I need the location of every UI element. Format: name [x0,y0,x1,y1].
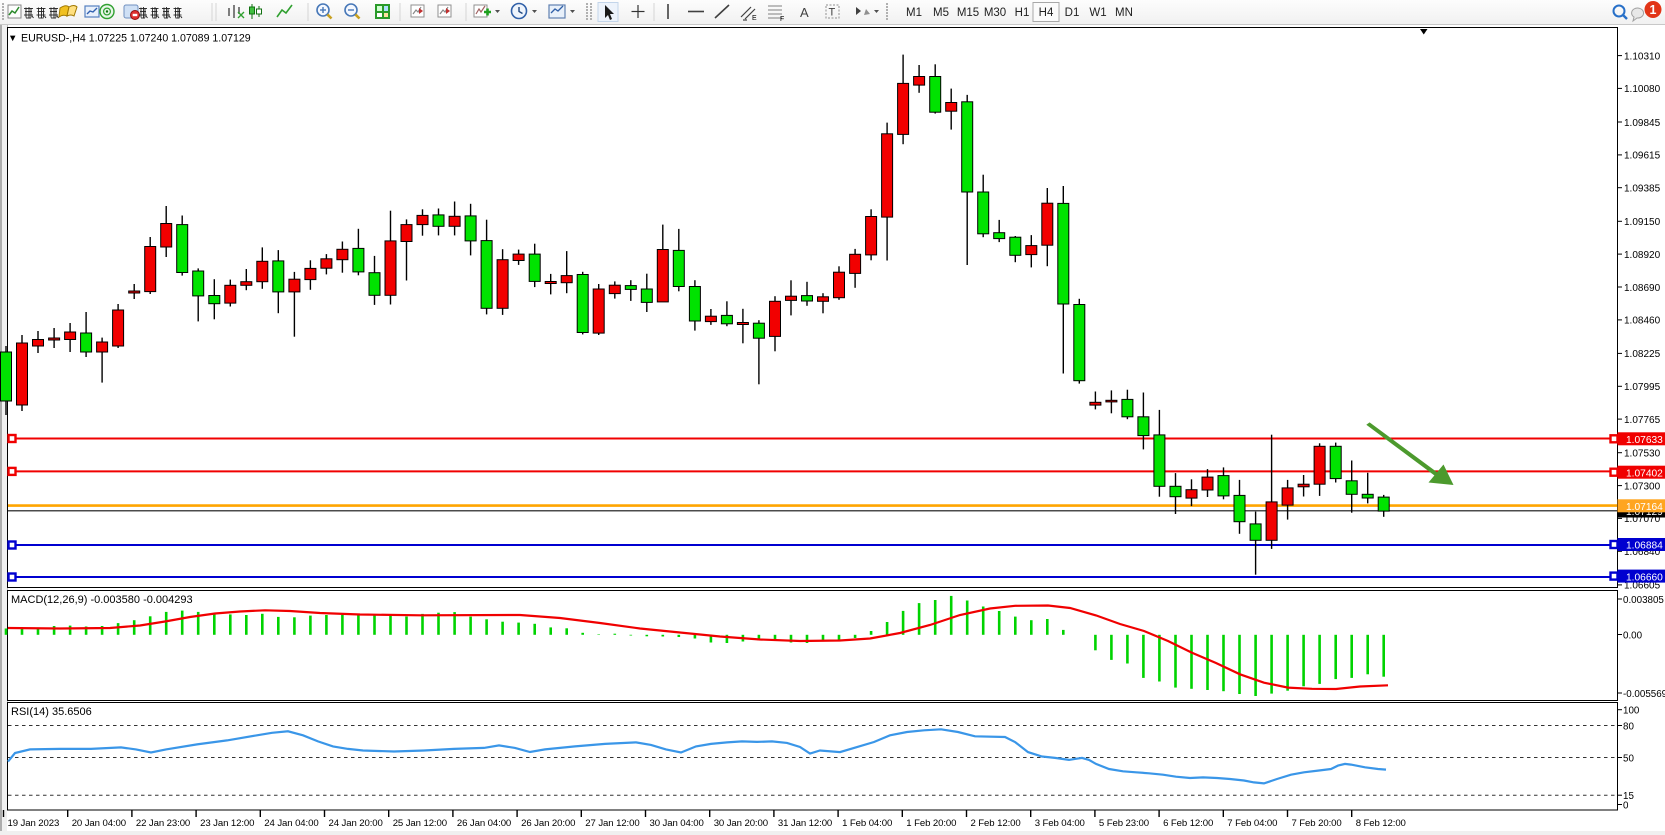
svg-text:1: 1 [1650,3,1657,17]
svg-text:MN: MN [1115,7,1133,19]
svg-text:1.07402: 1.07402 [1626,468,1663,479]
svg-text:M5: M5 [933,7,949,19]
svg-text:1.08920: 1.08920 [1624,250,1661,261]
svg-text:3 Feb 04:00: 3 Feb 04:00 [1035,818,1085,829]
svg-text:F: F [780,16,784,23]
svg-text:1.09385: 1.09385 [1624,184,1661,195]
svg-text:1.07164: 1.07164 [1626,502,1663,513]
svg-text:26 Jan 20:00: 26 Jan 20:00 [521,818,575,829]
svg-text:M30: M30 [984,7,1006,19]
svg-text:1.08225: 1.08225 [1624,349,1661,360]
svg-text:22 Jan 23:00: 22 Jan 23:00 [136,818,190,829]
svg-text:24 Jan 20:00: 24 Jan 20:00 [329,818,383,829]
svg-text:MACD(12,26,9) -0.003580 -0.004: MACD(12,26,9) -0.003580 -0.004293 [11,594,193,606]
svg-text:EURUSD-,H4 1.07225 1.07240 1.: EURUSD-,H4 1.07225 1.07240 1.07089 1.071… [21,33,251,45]
svg-text:M15: M15 [957,7,979,19]
svg-text:80: 80 [1623,721,1634,732]
svg-text:M1: M1 [906,7,922,19]
svg-text:A: A [800,5,809,20]
svg-text:8 Feb 12:00: 8 Feb 12:00 [1356,818,1406,829]
svg-text:6 Feb 12:00: 6 Feb 12:00 [1163,818,1213,829]
svg-text:26 Jan 04:00: 26 Jan 04:00 [457,818,511,829]
svg-text:1.07070: 1.07070 [1624,514,1661,525]
svg-text:1.07765: 1.07765 [1624,415,1661,426]
svg-text:1 Feb 04:00: 1 Feb 04:00 [842,818,892,829]
svg-text:E: E [752,15,757,22]
svg-text:1.08460: 1.08460 [1624,316,1661,327]
svg-text:19 Jan 2023: 19 Jan 2023 [8,818,60,829]
svg-text:1.08690: 1.08690 [1624,283,1661,294]
svg-text:1.10080: 1.10080 [1624,84,1661,95]
svg-text:1.10310: 1.10310 [1624,51,1661,62]
svg-text:T: T [829,7,836,19]
svg-text:5 Feb 23:00: 5 Feb 23:00 [1099,818,1149,829]
svg-text:1 Feb 20:00: 1 Feb 20:00 [906,818,956,829]
svg-text:2 Feb 12:00: 2 Feb 12:00 [971,818,1021,829]
svg-text:1.07995: 1.07995 [1624,382,1661,393]
svg-text:1.09615: 1.09615 [1624,151,1661,162]
svg-text:50: 50 [1623,753,1634,764]
svg-text:1.07530: 1.07530 [1624,449,1661,460]
svg-text:15: 15 [1623,791,1634,802]
svg-text:1.07633: 1.07633 [1626,435,1663,446]
svg-text:0: 0 [1623,800,1629,811]
svg-text:27 Jan 12:00: 27 Jan 12:00 [585,818,639,829]
svg-text:30 Jan 20:00: 30 Jan 20:00 [714,818,768,829]
svg-text:20 Jan 04:00: 20 Jan 04:00 [72,818,126,829]
svg-text:30 Jan 04:00: 30 Jan 04:00 [650,818,704,829]
svg-text:24 Jan 04:00: 24 Jan 04:00 [264,818,318,829]
svg-text:0.00: 0.00 [1623,630,1643,641]
svg-text:1.06660: 1.06660 [1626,572,1663,583]
svg-text:25 Jan 12:00: 25 Jan 12:00 [393,818,447,829]
svg-text:1.06840: 1.06840 [1624,547,1661,558]
svg-text:1.09150: 1.09150 [1624,217,1661,228]
svg-text:0.003805: 0.003805 [1623,595,1664,606]
svg-text:▼: ▼ [8,33,17,44]
svg-text:1.07129: 1.07129 [1626,507,1663,518]
svg-text:7 Feb 20:00: 7 Feb 20:00 [1292,818,1342,829]
svg-text:D1: D1 [1065,7,1080,19]
svg-text:100: 100 [1623,706,1640,717]
svg-text:H4: H4 [1039,7,1054,19]
svg-text:1.06605: 1.06605 [1624,581,1661,592]
svg-text:RSI(14) 35.6506: RSI(14) 35.6506 [11,706,92,718]
svg-text:1.09845: 1.09845 [1624,118,1661,129]
svg-text:1.07300: 1.07300 [1624,481,1661,492]
svg-text:1.06884: 1.06884 [1626,541,1663,552]
svg-text:23 Jan 12:00: 23 Jan 12:00 [200,818,254,829]
svg-text:-0.005569: -0.005569 [1623,689,1665,700]
svg-text:W1: W1 [1089,7,1106,19]
svg-text:H1: H1 [1015,7,1030,19]
svg-text:31 Jan 12:00: 31 Jan 12:00 [778,818,832,829]
svg-text:7 Feb 04:00: 7 Feb 04:00 [1227,818,1277,829]
